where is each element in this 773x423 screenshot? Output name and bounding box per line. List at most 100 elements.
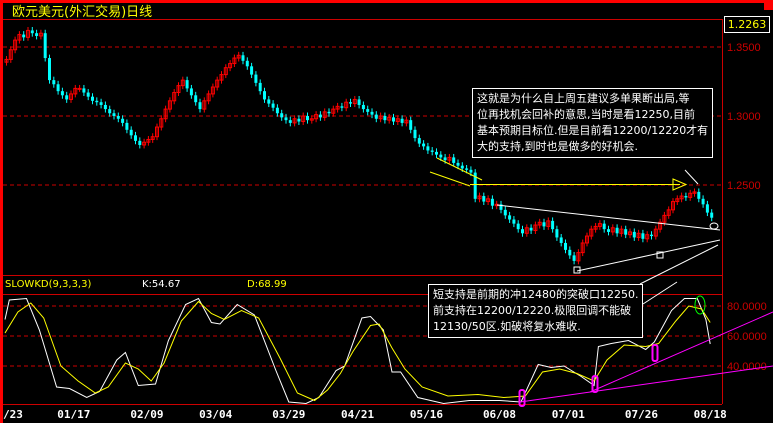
green-circle-marker [694, 295, 706, 315]
candle-down [516, 223, 520, 230]
candle-down [52, 80, 56, 85]
candle-up [679, 195, 684, 200]
chart-title: 欧元美元(外汇交易)日线 [12, 5, 153, 20]
candle-up [301, 115, 306, 123]
candle-up [73, 87, 78, 95]
candle-down [555, 229, 559, 238]
candle-down [564, 242, 567, 250]
yellow-trendline [429, 171, 471, 187]
candle-down [650, 234, 653, 237]
candle-down [409, 120, 413, 130]
candle-up [352, 98, 357, 105]
magenta-marker [518, 389, 526, 407]
candle-up [675, 198, 680, 203]
candle-down [267, 99, 271, 104]
k-value: K:54.67 [142, 279, 181, 290]
candle-down [95, 100, 99, 103]
price-tick-label: 1.2500 [727, 180, 761, 192]
magenta-marker [651, 344, 659, 362]
corner-box [764, 0, 773, 10]
kd-line-d [4, 300, 711, 402]
d-value: D:68.99 [247, 279, 287, 290]
candle-down [306, 116, 309, 121]
candle-up [69, 93, 73, 100]
magenta-marker [591, 375, 599, 393]
candle-down [435, 151, 438, 155]
candle-down [91, 96, 94, 101]
candle-up [395, 118, 400, 123]
candle-up [142, 141, 147, 146]
candle-up [155, 126, 159, 138]
candle-down [245, 60, 249, 67]
white-arrow-line [639, 244, 719, 285]
candle-down [263, 91, 266, 100]
candle-down [254, 74, 258, 83]
candle-down [125, 122, 129, 130]
kd-tick-label: 60.0000 [727, 331, 767, 343]
note-line: 大的支持,到时也是做多的好机会. [477, 140, 638, 153]
candle-up [387, 116, 392, 121]
candle-up [228, 63, 233, 69]
candle-up [146, 138, 151, 143]
note-line: 前支持在12200/12220.极限回调不能破 [433, 304, 632, 317]
x-tick-label: 07/26 [625, 408, 658, 421]
annotation-note-2: 短支持是前期的冲12480的突破口12250. 前支持在12200/12220.… [428, 284, 644, 338]
candle-down [22, 34, 26, 38]
white-circle-marker [709, 222, 719, 230]
candle-down [602, 223, 606, 230]
candle-down [60, 91, 64, 96]
candle-down [624, 229, 628, 235]
candle-down [710, 212, 714, 218]
yellow-trendline [436, 157, 483, 181]
candle-down [357, 99, 361, 105]
candle-up [593, 225, 598, 230]
candle-up [77, 87, 82, 90]
candle-down [705, 204, 709, 213]
candle-down [426, 146, 430, 151]
candle-down [473, 172, 477, 199]
candle-up [210, 86, 215, 95]
candle-down [641, 233, 645, 239]
candle-up [167, 100, 172, 110]
white-arrow-line [642, 281, 678, 305]
x-tick-label: 05/16 [410, 408, 443, 421]
candle-down [99, 102, 103, 105]
x-tick-label: 04/21 [341, 408, 374, 421]
magenta-trendline [519, 365, 773, 403]
candle-up [653, 228, 658, 237]
candle-down [340, 106, 344, 108]
candle-up [232, 57, 237, 65]
x-tick-label: 02/09 [130, 408, 163, 421]
note-line: 位再找机会回补的意思,当时是看12250,目前 [477, 108, 695, 121]
candle-down [503, 209, 507, 216]
anchor-square [656, 251, 664, 259]
candle-up [236, 54, 241, 59]
candle-up [26, 29, 30, 38]
candle-down [318, 114, 322, 118]
candle-up [580, 242, 585, 254]
candle-up [331, 108, 336, 114]
candle-down [185, 80, 189, 89]
candle-down [460, 165, 464, 169]
candle-down [129, 129, 133, 136]
candle-up [610, 227, 615, 233]
yellow-arrowhead [672, 178, 688, 191]
indicator-name: SLOWKD(9,3,3,3) [5, 279, 92, 290]
kd-tick-label: 40.0000 [727, 361, 767, 373]
note-line: 基本预期目标位.但是目前看12200/12220才有 [477, 124, 709, 137]
candle-up [576, 252, 581, 262]
candle-up [546, 220, 551, 227]
price-tick-label: 1.3500 [727, 42, 761, 54]
candle-down [697, 191, 701, 199]
candle-up [206, 93, 211, 102]
candle-down [392, 117, 395, 122]
note-line: 这就是为什么自上周五建议多单果断出局,等 [477, 92, 690, 105]
candle-down [112, 113, 116, 116]
candle-up [335, 105, 340, 110]
candle-down [529, 227, 533, 231]
candle-up [378, 115, 383, 120]
top-border [0, 0, 773, 3]
x-tick-label: /23 [3, 408, 23, 421]
candle-down [469, 169, 473, 173]
candle-up [322, 111, 327, 118]
